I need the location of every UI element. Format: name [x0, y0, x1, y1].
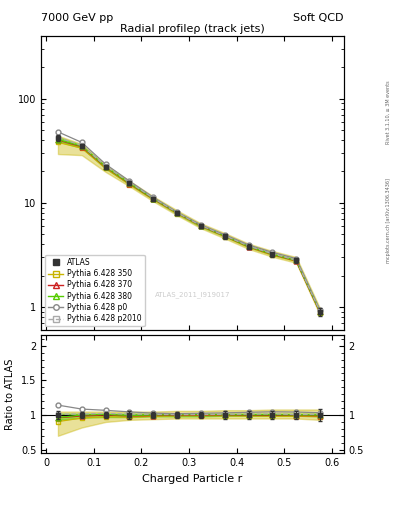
- X-axis label: Charged Particle r: Charged Particle r: [142, 474, 243, 483]
- Legend: ATLAS, Pythia 6.428 350, Pythia 6.428 370, Pythia 6.428 380, Pythia 6.428 p0, Py: ATLAS, Pythia 6.428 350, Pythia 6.428 37…: [45, 255, 145, 327]
- Text: 7000 GeV pp: 7000 GeV pp: [41, 13, 114, 23]
- Text: Soft QCD: Soft QCD: [294, 13, 344, 23]
- Title: Radial profileρ (track jets): Radial profileρ (track jets): [120, 24, 265, 34]
- Text: Rivet 3.1.10, ≥ 3M events: Rivet 3.1.10, ≥ 3M events: [386, 81, 391, 144]
- Text: mcplots.cern.ch [arXiv:1306.3436]: mcplots.cern.ch [arXiv:1306.3436]: [386, 178, 391, 263]
- Text: ATLAS_2011_I919017: ATLAS_2011_I919017: [155, 291, 230, 298]
- Y-axis label: Ratio to ATLAS: Ratio to ATLAS: [6, 358, 15, 430]
